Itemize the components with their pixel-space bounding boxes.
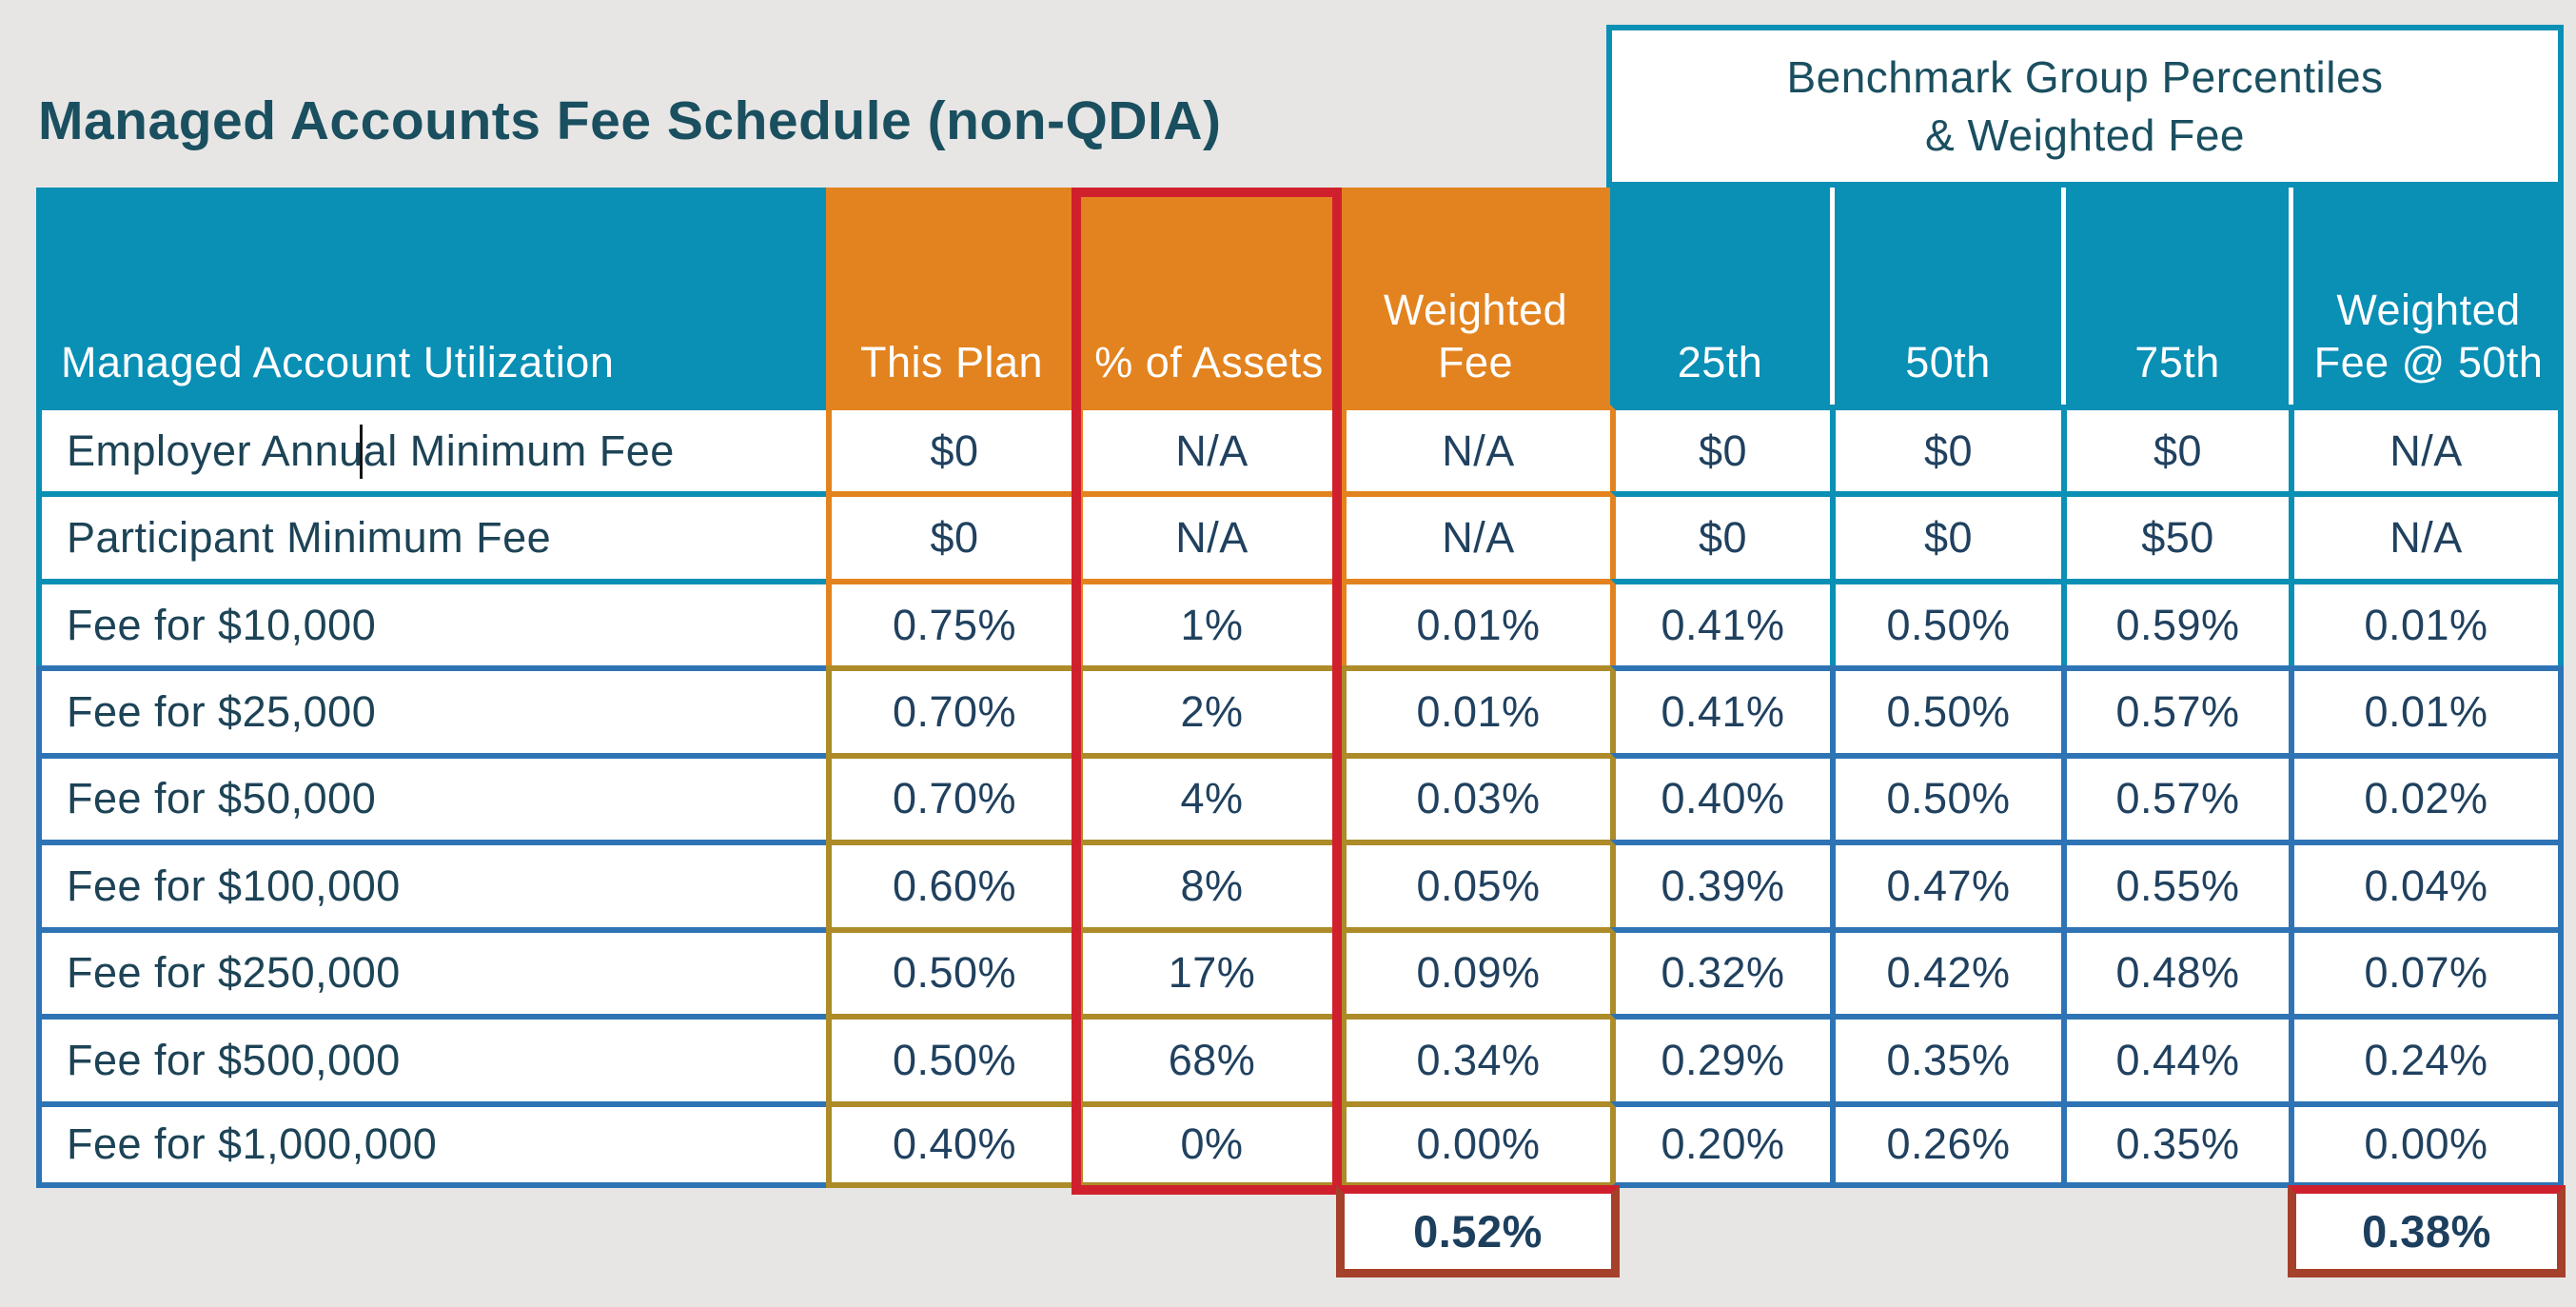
cell-25th: 0.41%	[1610, 665, 1830, 753]
cell-75th: 0.44%	[2061, 1014, 2289, 1101]
cell-25th: 0.41%	[1610, 578, 1830, 666]
cell-25th: 0.20%	[1610, 1100, 1830, 1188]
row-label: Participant Minimum Fee	[36, 491, 826, 579]
cell-weighted-fee: 0.00%	[1341, 1100, 1610, 1188]
row-label: Employer Annual Minimum Fee	[36, 405, 826, 492]
cell-25th: $0	[1610, 405, 1830, 492]
weighted-fee-total-value: 0.52%	[1413, 1206, 1543, 1257]
cell-this-plan: 0.40%	[826, 1100, 1077, 1188]
fee-schedule-table: Managed Account Utilization This Plan % …	[36, 188, 2564, 1188]
cell-weighted-fee-50th: 0.24%	[2289, 1014, 2564, 1101]
cell-pct-assets: 1%	[1077, 578, 1341, 666]
cell-weighted-fee-50th: 0.04%	[2289, 840, 2564, 927]
benchmark-group-header-box: Benchmark Group Percentiles & Weighted F…	[1606, 25, 2564, 188]
cell-75th: 0.48%	[2061, 926, 2289, 1015]
cell-weighted-fee: 0.34%	[1341, 1014, 1610, 1101]
row-label: Fee for $50,000	[36, 752, 826, 841]
benchmark-header-line1: Benchmark Group Percentiles	[1786, 51, 2384, 102]
cell-this-plan: 0.60%	[826, 840, 1077, 927]
benchmark-weighted-fee-total-value: 0.38%	[2362, 1206, 2491, 1257]
col-header-utilization: Managed Account Utilization	[36, 188, 826, 405]
cell-weighted-fee-50th: 0.02%	[2289, 752, 2564, 841]
cell-weighted-fee: 0.01%	[1341, 665, 1610, 753]
cell-pct-assets: 68%	[1077, 1014, 1341, 1101]
cell-weighted-fee-50th: 0.00%	[2289, 1100, 2564, 1188]
text-cursor[interactable]	[360, 425, 363, 479]
cell-50th: 0.35%	[1830, 1014, 2061, 1101]
cell-this-plan: 0.70%	[826, 752, 1077, 841]
cell-50th: 0.47%	[1830, 840, 2061, 927]
cell-this-plan: $0	[826, 491, 1077, 579]
cell-pct-assets: 2%	[1077, 665, 1341, 753]
cell-75th: 0.57%	[2061, 665, 2289, 753]
cell-75th: 0.55%	[2061, 840, 2289, 927]
col-header-pct-assets: % of Assets	[1077, 188, 1341, 405]
cell-this-plan: 0.75%	[826, 578, 1077, 666]
cell-75th: 0.35%	[2061, 1100, 2289, 1188]
cell-weighted-fee-50th: 0.01%	[2289, 665, 2564, 753]
cell-75th: 0.57%	[2061, 752, 2289, 841]
cell-50th: 0.50%	[1830, 665, 2061, 753]
page-title: Managed Accounts Fee Schedule (non-QDIA)	[38, 90, 1222, 151]
cell-weighted-fee-50th: 0.07%	[2289, 926, 2564, 1015]
col-header-50th: 50th	[1830, 188, 2061, 405]
cell-50th: 0.42%	[1830, 926, 2061, 1015]
cell-this-plan: 0.50%	[826, 926, 1077, 1015]
row-label: Fee for $25,000	[36, 665, 826, 753]
cell-25th: 0.32%	[1610, 926, 1830, 1015]
cell-this-plan: 0.70%	[826, 665, 1077, 753]
cell-weighted-fee-50th: 0.01%	[2289, 578, 2564, 666]
row-label: Fee for $250,000	[36, 926, 826, 1015]
cell-75th: $50	[2061, 491, 2289, 579]
cell-weighted-fee: 0.09%	[1341, 926, 1610, 1015]
cell-pct-assets: 0%	[1077, 1100, 1341, 1188]
cell-25th: 0.40%	[1610, 752, 1830, 841]
cell-25th: 0.39%	[1610, 840, 1830, 927]
cell-weighted-fee: 0.03%	[1341, 752, 1610, 841]
cell-weighted-fee-50th: N/A	[2289, 405, 2564, 492]
cell-50th: 0.50%	[1830, 578, 2061, 666]
cell-25th: $0	[1610, 491, 1830, 579]
row-label: Fee for $1,000,000	[36, 1100, 826, 1188]
cell-pct-assets: N/A	[1077, 405, 1341, 492]
weighted-fee-total-box: 0.52%	[1336, 1185, 1620, 1277]
col-header-weighted-fee: Weighted Fee	[1341, 188, 1610, 405]
row-label: Fee for $10,000	[36, 578, 826, 666]
col-header-weighted-fee-50th: Weighted Fee @ 50th	[2289, 188, 2564, 405]
cell-50th: 0.26%	[1830, 1100, 2061, 1188]
cell-weighted-fee: N/A	[1341, 405, 1610, 492]
row-label: Fee for $500,000	[36, 1014, 826, 1101]
cell-this-plan: $0	[826, 405, 1077, 492]
benchmark-weighted-fee-total-box: 0.38%	[2288, 1185, 2566, 1277]
col-header-75th: 75th	[2061, 188, 2289, 405]
cell-weighted-fee: 0.01%	[1341, 578, 1610, 666]
col-header-25th: 25th	[1610, 188, 1830, 405]
cell-25th: 0.29%	[1610, 1014, 1830, 1101]
cell-50th: 0.50%	[1830, 752, 2061, 841]
benchmark-header-line2: & Weighted Fee	[1924, 109, 2245, 160]
cell-75th: $0	[2061, 405, 2289, 492]
cell-50th: $0	[1830, 491, 2061, 579]
cell-this-plan: 0.50%	[826, 1014, 1077, 1101]
cell-pct-assets: 4%	[1077, 752, 1341, 841]
cell-pct-assets: 17%	[1077, 926, 1341, 1015]
col-header-this-plan: This Plan	[826, 188, 1077, 405]
cell-75th: 0.59%	[2061, 578, 2289, 666]
cell-50th: $0	[1830, 405, 2061, 492]
cell-weighted-fee: N/A	[1341, 491, 1610, 579]
cell-weighted-fee-50th: N/A	[2289, 491, 2564, 579]
cell-pct-assets: N/A	[1077, 491, 1341, 579]
cell-pct-assets: 8%	[1077, 840, 1341, 927]
cell-weighted-fee: 0.05%	[1341, 840, 1610, 927]
row-label: Fee for $100,000	[36, 840, 826, 927]
